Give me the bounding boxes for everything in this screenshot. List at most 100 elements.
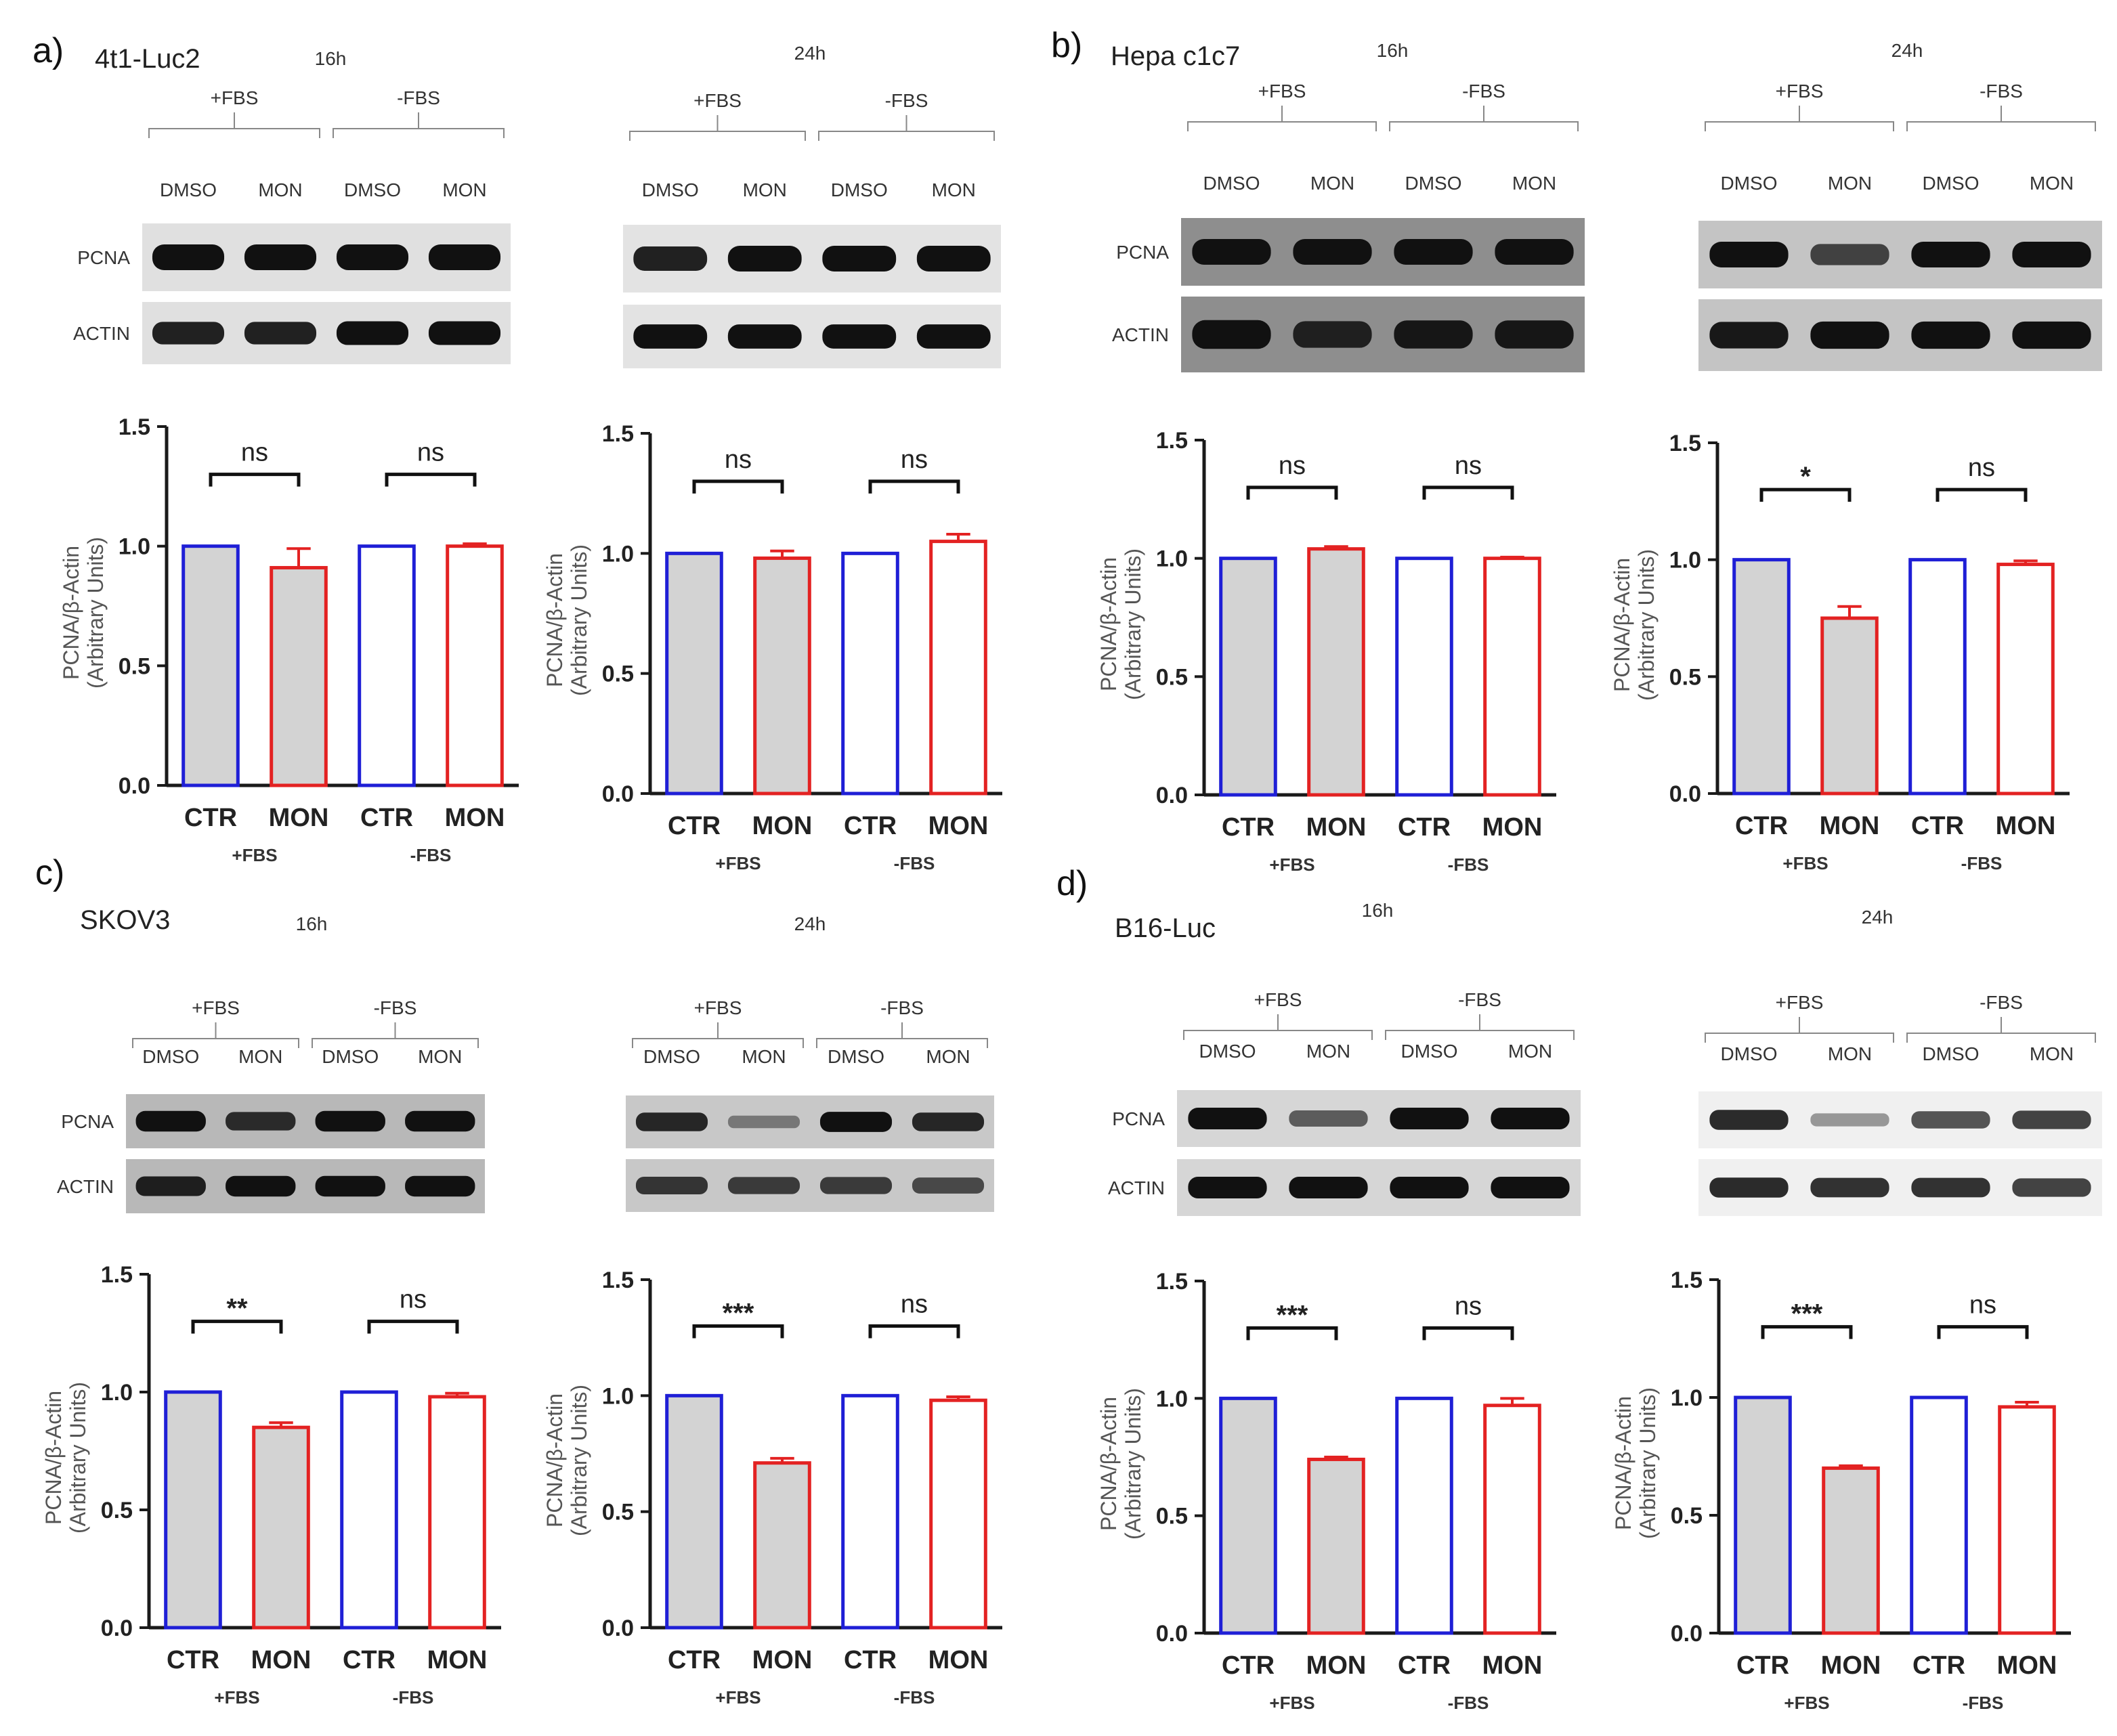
bar (270, 565, 328, 787)
y-tick-label: 1.5 (1671, 1267, 1703, 1293)
significance-bracket (367, 1320, 459, 1334)
significance-label: * (1800, 462, 1811, 492)
group-bracket (333, 112, 505, 138)
y-tick-label: 1.0 (119, 534, 150, 560)
y-tick-label: 0.5 (1156, 664, 1188, 690)
actin-band (1709, 322, 1789, 349)
x-tick-label: CTR (1398, 813, 1451, 842)
group-label-minus-fbs: -FBS (885, 90, 928, 111)
bar-chart: 0.0 0.5 1.0 1.5 PCNA/β-Actin (Arbitrary Units… (59, 414, 519, 865)
x-tick-label: MON (1820, 812, 1880, 840)
lane-label-dmso: DMSO (1721, 173, 1778, 194)
panel-title-d: B16-Luc (1115, 913, 1216, 943)
pcna-band (405, 1110, 475, 1132)
blot-panel: 24h +FBS -FBS DMSO MON DMSO MON (626, 913, 994, 1212)
bar-chart: 0.0 0.5 1.0 1.5 PCNA/β-Actin (Arbitrary Units… (542, 421, 1002, 873)
pcna-band (1495, 239, 1574, 265)
lane-label-mon: MON (2030, 173, 2074, 194)
x-tick-label: MON (1306, 1651, 1367, 1680)
actin-band (1911, 1177, 1990, 1198)
group-label-minus-fbs: -FBS (397, 87, 440, 108)
group-label-minus-fbs: -FBS (1462, 81, 1505, 102)
group-label: -FBS (894, 1687, 935, 1708)
western-blots: 16h +FBS -FBS DMSO MON DMSO MON PCNA ACTIN 24h +FB… (57, 40, 2102, 1216)
actin-band (635, 1177, 708, 1194)
pcna-band (727, 246, 802, 272)
significance-bracket (1761, 1325, 1853, 1339)
x-tick-label: MON (752, 812, 813, 840)
actin-band (916, 324, 991, 349)
y-axis-label: PCNA/β-Actin (1096, 1397, 1121, 1531)
time-label: 24h (794, 43, 826, 64)
group-label: -FBS (1448, 1693, 1489, 1713)
group-label: +FBS (232, 845, 277, 865)
y-tick-label: 0.0 (1669, 781, 1701, 807)
group-label: +FBS (1269, 1693, 1314, 1713)
lane-label-dmso: DMSO (642, 179, 699, 200)
bar-chart: 0.0 0.5 1.0 1.5 PCNA/β-Actin (Arbitrary Units… (1096, 1269, 1556, 1713)
y-axis-label: PCNA/β-Actin (41, 1391, 66, 1525)
pcna-band (819, 1112, 893, 1132)
group-label-plus-fbs: +FBS (1254, 989, 1302, 1010)
bar (428, 1395, 486, 1630)
y-tick-label: 0.5 (1156, 1504, 1188, 1529)
pcna-band (2012, 1110, 2091, 1129)
lane-label-dmso: DMSO (1721, 1043, 1778, 1064)
pcna-band (152, 244, 225, 270)
pcna-band (1394, 239, 1473, 265)
pcna-band (1810, 244, 1889, 265)
pcna-row-label: PCNA (1116, 242, 1169, 263)
actin-band (1293, 321, 1372, 348)
y-tick-label: 1.5 (602, 1267, 634, 1293)
y-tick-label: 1.0 (1156, 546, 1188, 572)
group-label: +FBS (715, 853, 761, 873)
group-label-minus-fbs: -FBS (1458, 989, 1501, 1010)
group-label: +FBS (715, 1687, 761, 1708)
lane-label-dmso: DMSO (1203, 173, 1260, 194)
significance-bracket (1246, 1326, 1338, 1341)
bar (1820, 616, 1879, 796)
actin-band (336, 321, 409, 345)
significance-label: ns (901, 1290, 928, 1319)
group-bracket (1705, 106, 1894, 131)
significance-label: ns (1279, 452, 1306, 480)
group-label-minus-fbs: -FBS (1980, 81, 2023, 102)
bar-chart: 0.0 0.5 1.0 1.5 PCNA/β-Actin (Arbitrary Units… (1096, 428, 1556, 875)
group-label: -FBS (410, 845, 452, 865)
bar (1822, 1466, 1880, 1635)
pcna-band (336, 244, 409, 270)
actin-row-label: ACTIN (1108, 1177, 1165, 1198)
lane-label-mon: MON (418, 1046, 462, 1067)
x-tick-label: MON (1996, 812, 2056, 840)
bar (1910, 1395, 1968, 1635)
x-tick-label: CTR (668, 812, 721, 840)
bar-chart: 0.0 0.5 1.0 1.5 PCNA/β-Actin (Arbitrary Units… (1610, 431, 2070, 873)
actin-band (912, 1177, 985, 1194)
lane-label-mon: MON (258, 179, 302, 200)
bar (929, 1398, 987, 1630)
group-label-plus-fbs: +FBS (1776, 81, 1824, 102)
pcna-row-label: PCNA (1112, 1108, 1165, 1129)
y-tick-label: 0.5 (602, 661, 634, 687)
bar (181, 544, 240, 787)
bar (1307, 1457, 1365, 1635)
significance-label: ns (901, 446, 928, 474)
blot-panel: 24h +FBS -FBS DMSO MON DMSO MON (1698, 40, 2102, 371)
bar (1395, 1396, 1453, 1635)
pcna-band (635, 1112, 708, 1131)
actin-band (1491, 1177, 1570, 1198)
y-axis-label: PCNA/β-Actin (542, 1393, 567, 1527)
time-label: 16h (1362, 900, 1394, 921)
y-tick-label: 0.0 (602, 781, 634, 807)
pcna-band (822, 246, 897, 272)
actin-band (633, 324, 708, 349)
lane-label-dmso: DMSO (142, 1046, 199, 1067)
lane-label-mon: MON (1310, 173, 1354, 194)
panel-title-b: Hepa c1c7 (1111, 41, 1240, 71)
bar (1307, 547, 1365, 797)
group-label-plus-fbs: +FBS (1258, 81, 1306, 102)
pcna-band (135, 1110, 206, 1132)
actin-row-label: ACTIN (1112, 324, 1169, 345)
bar (1219, 557, 1277, 797)
significance-bracket (385, 473, 477, 487)
